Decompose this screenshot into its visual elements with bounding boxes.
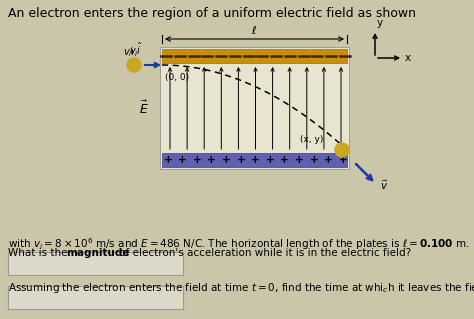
Bar xyxy=(162,49,347,63)
Text: Assuming the electron enters the field at time $t = 0$, find the time at whi$_c$: Assuming the electron enters the field a… xyxy=(8,281,474,295)
Bar xyxy=(162,153,347,167)
Text: +: + xyxy=(338,155,347,165)
Text: $\vec{E}$: $\vec{E}$ xyxy=(139,99,149,117)
Text: $\ell$: $\ell$ xyxy=(252,24,257,36)
Text: +: + xyxy=(251,155,260,165)
Text: $v_i$i: $v_i$i xyxy=(123,45,135,59)
Text: of electron's acceleration while it is in the electric field?: of electron's acceleration while it is i… xyxy=(116,248,411,258)
Circle shape xyxy=(335,143,349,157)
Text: x: x xyxy=(405,53,411,63)
Text: +: + xyxy=(280,155,289,165)
Text: $v_i\hat{i}$: $v_i\hat{i}$ xyxy=(129,41,143,59)
Text: +: + xyxy=(266,155,274,165)
Text: +: + xyxy=(237,155,245,165)
Circle shape xyxy=(127,58,141,72)
FancyBboxPatch shape xyxy=(8,286,183,309)
Bar xyxy=(160,47,349,169)
Text: +: + xyxy=(178,155,187,165)
Text: An electron enters the region of a uniform electric field as shown: An electron enters the region of a unifo… xyxy=(8,7,416,20)
Text: +: + xyxy=(295,155,304,165)
Text: What is the: What is the xyxy=(8,248,71,258)
Text: (0, 0): (0, 0) xyxy=(165,73,189,82)
Text: magnitude: magnitude xyxy=(66,248,129,258)
Text: +: + xyxy=(207,155,216,165)
Text: +: + xyxy=(324,155,333,165)
Text: y: y xyxy=(377,18,383,28)
Text: (x, y): (x, y) xyxy=(301,135,324,144)
Text: +: + xyxy=(193,155,201,165)
Text: $\vec{v}$: $\vec{v}$ xyxy=(380,179,388,192)
FancyBboxPatch shape xyxy=(8,252,183,275)
Text: +: + xyxy=(222,155,231,165)
Text: with $v_i = 8\times10^6$ m/s and $E = 486$ N/C. The horizontal length of the pla: with $v_i = 8\times10^6$ m/s and $E = 48… xyxy=(8,236,470,252)
Text: +: + xyxy=(310,155,318,165)
Text: +: + xyxy=(164,155,173,165)
